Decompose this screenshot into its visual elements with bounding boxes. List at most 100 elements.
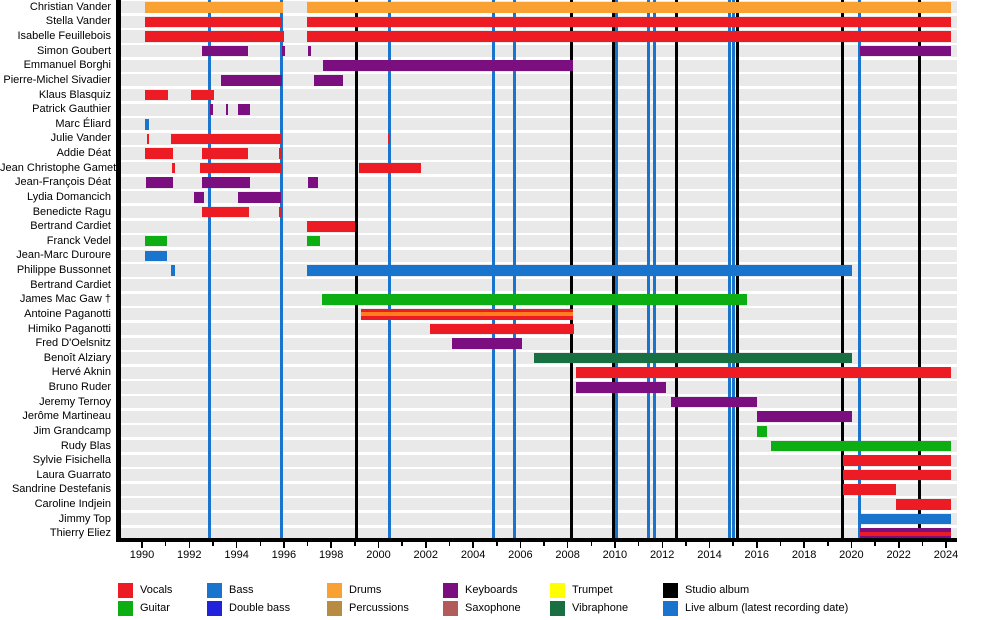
- live-album-line: [280, 0, 283, 541]
- member-bar: [361, 309, 573, 320]
- axis-tick: [401, 542, 403, 546]
- legend-label: Drums: [349, 584, 382, 596]
- member-bar: [430, 323, 574, 335]
- member-bar: [282, 45, 285, 57]
- axis-tick: [566, 542, 569, 548]
- axis-tick: [827, 542, 829, 546]
- axis-tick: [732, 542, 734, 546]
- member-name: Fred D'Oelsnitz: [35, 337, 111, 350]
- member-bar: [859, 528, 951, 539]
- member-bar: [452, 338, 522, 349]
- axis-tick: [614, 542, 616, 548]
- row-band: [121, 410, 957, 423]
- member-bar: [308, 177, 318, 189]
- member-name: Benedicte Ragu: [32, 205, 111, 218]
- member-bar: [307, 16, 951, 28]
- member-name: Isabelle Feuillebois: [17, 30, 111, 43]
- row-band: [121, 88, 957, 102]
- member-name: Jean Christophe Gamet: [0, 161, 117, 174]
- legend-label: Studio album: [685, 584, 750, 596]
- axis-tick: [708, 542, 711, 548]
- member-name: Patrick Gauthier: [32, 103, 111, 116]
- member-name: Himiko Paganotti: [27, 322, 111, 335]
- member-name: Rudy Blas: [60, 439, 111, 452]
- bass-legend-swatch: [207, 583, 222, 598]
- legend-label: Double bass: [229, 602, 291, 614]
- member-bar: [307, 235, 321, 247]
- axis-tick-label: 2002: [413, 549, 439, 561]
- axis-tick: [519, 542, 522, 548]
- double_bass-legend-swatch: [207, 601, 222, 616]
- member-name: Julie Vander: [50, 132, 111, 145]
- live-album-line: [858, 0, 861, 541]
- axis-tick-label: 1992: [177, 549, 202, 561]
- axis-tick: [448, 542, 451, 546]
- member-bar: [307, 1, 951, 13]
- axis-tick: [850, 542, 853, 548]
- member-bar: [171, 265, 175, 276]
- row-band: [121, 279, 957, 292]
- saxophone-legend-swatch: [443, 601, 458, 616]
- axis-tick-label: 2014: [697, 549, 722, 561]
- axis-tick: [779, 542, 782, 546]
- axis-tick-label: 1990: [129, 549, 155, 561]
- vocals-legend-swatch: [118, 583, 133, 598]
- member-name: Stella Vander: [45, 15, 111, 28]
- member-bar: [307, 265, 852, 276]
- member-bar: [237, 104, 250, 115]
- axis-tick: [496, 542, 498, 546]
- member-bar: [756, 425, 767, 437]
- axis-tick-label: 1994: [224, 549, 249, 561]
- member-name: Benoît Alziary: [43, 351, 111, 364]
- axis-tick: [188, 542, 190, 548]
- member-name: Jim Grandcamp: [33, 424, 111, 437]
- axis-tick-label: 2006: [508, 549, 533, 561]
- row-band: [121, 513, 957, 526]
- legend-label: Guitar: [140, 602, 170, 614]
- member-bar: [756, 411, 852, 422]
- row-band: [121, 220, 957, 233]
- member-bar: [575, 382, 666, 393]
- member-name: Philippe Bussonnet: [16, 264, 111, 276]
- member-bar: [146, 133, 149, 145]
- row-band: [121, 498, 957, 511]
- axis-tick-label: 2008: [555, 549, 580, 561]
- member-bar: [221, 75, 282, 86]
- member-name: Addie Déat: [56, 147, 111, 159]
- row-band: [121, 469, 957, 482]
- member-name: Pierre-Michel Sivadier: [3, 73, 111, 86]
- member-bar: [534, 352, 852, 364]
- row-band: [121, 235, 957, 248]
- legend-label: Percussions: [349, 602, 409, 614]
- axis-tick: [898, 542, 900, 548]
- keyboards-legend-swatch: [443, 583, 458, 598]
- axis-tick: [945, 542, 947, 548]
- member-name: Sylvie Fisichella: [32, 454, 111, 467]
- member-name: Jeremy Ternoy: [39, 395, 111, 408]
- member-bar: [145, 16, 282, 28]
- y-axis-line: [116, 0, 121, 542]
- member-bar: [313, 75, 343, 86]
- member-bar: [843, 484, 896, 496]
- row-band: [121, 191, 957, 204]
- legend-label: Live album (latest recording date): [685, 602, 849, 614]
- trumpet-legend-swatch: [550, 583, 565, 598]
- member-bar: [209, 104, 213, 115]
- x-axis-line: [116, 538, 957, 542]
- axis-tick: [543, 542, 545, 546]
- member-name: Antoine Paganotti: [24, 307, 111, 320]
- legend-label: Vocals: [140, 584, 173, 596]
- member-bar: [308, 45, 311, 57]
- axis-tick-label: 2020: [839, 549, 864, 561]
- row-band: [121, 337, 957, 350]
- member-name: Emmanuel Borghi: [23, 59, 111, 72]
- axis-tick: [235, 542, 238, 548]
- member-bar: [278, 206, 282, 218]
- drums-legend-swatch: [327, 583, 342, 598]
- axis-tick: [590, 542, 592, 546]
- member-name: Bertrand Cardiet: [30, 278, 111, 291]
- axis-tick: [212, 542, 214, 546]
- member-name: Sandrine Destefanis: [11, 483, 111, 496]
- axis-tick-label: 2018: [791, 549, 817, 561]
- member-name: Christian Vander: [29, 0, 111, 13]
